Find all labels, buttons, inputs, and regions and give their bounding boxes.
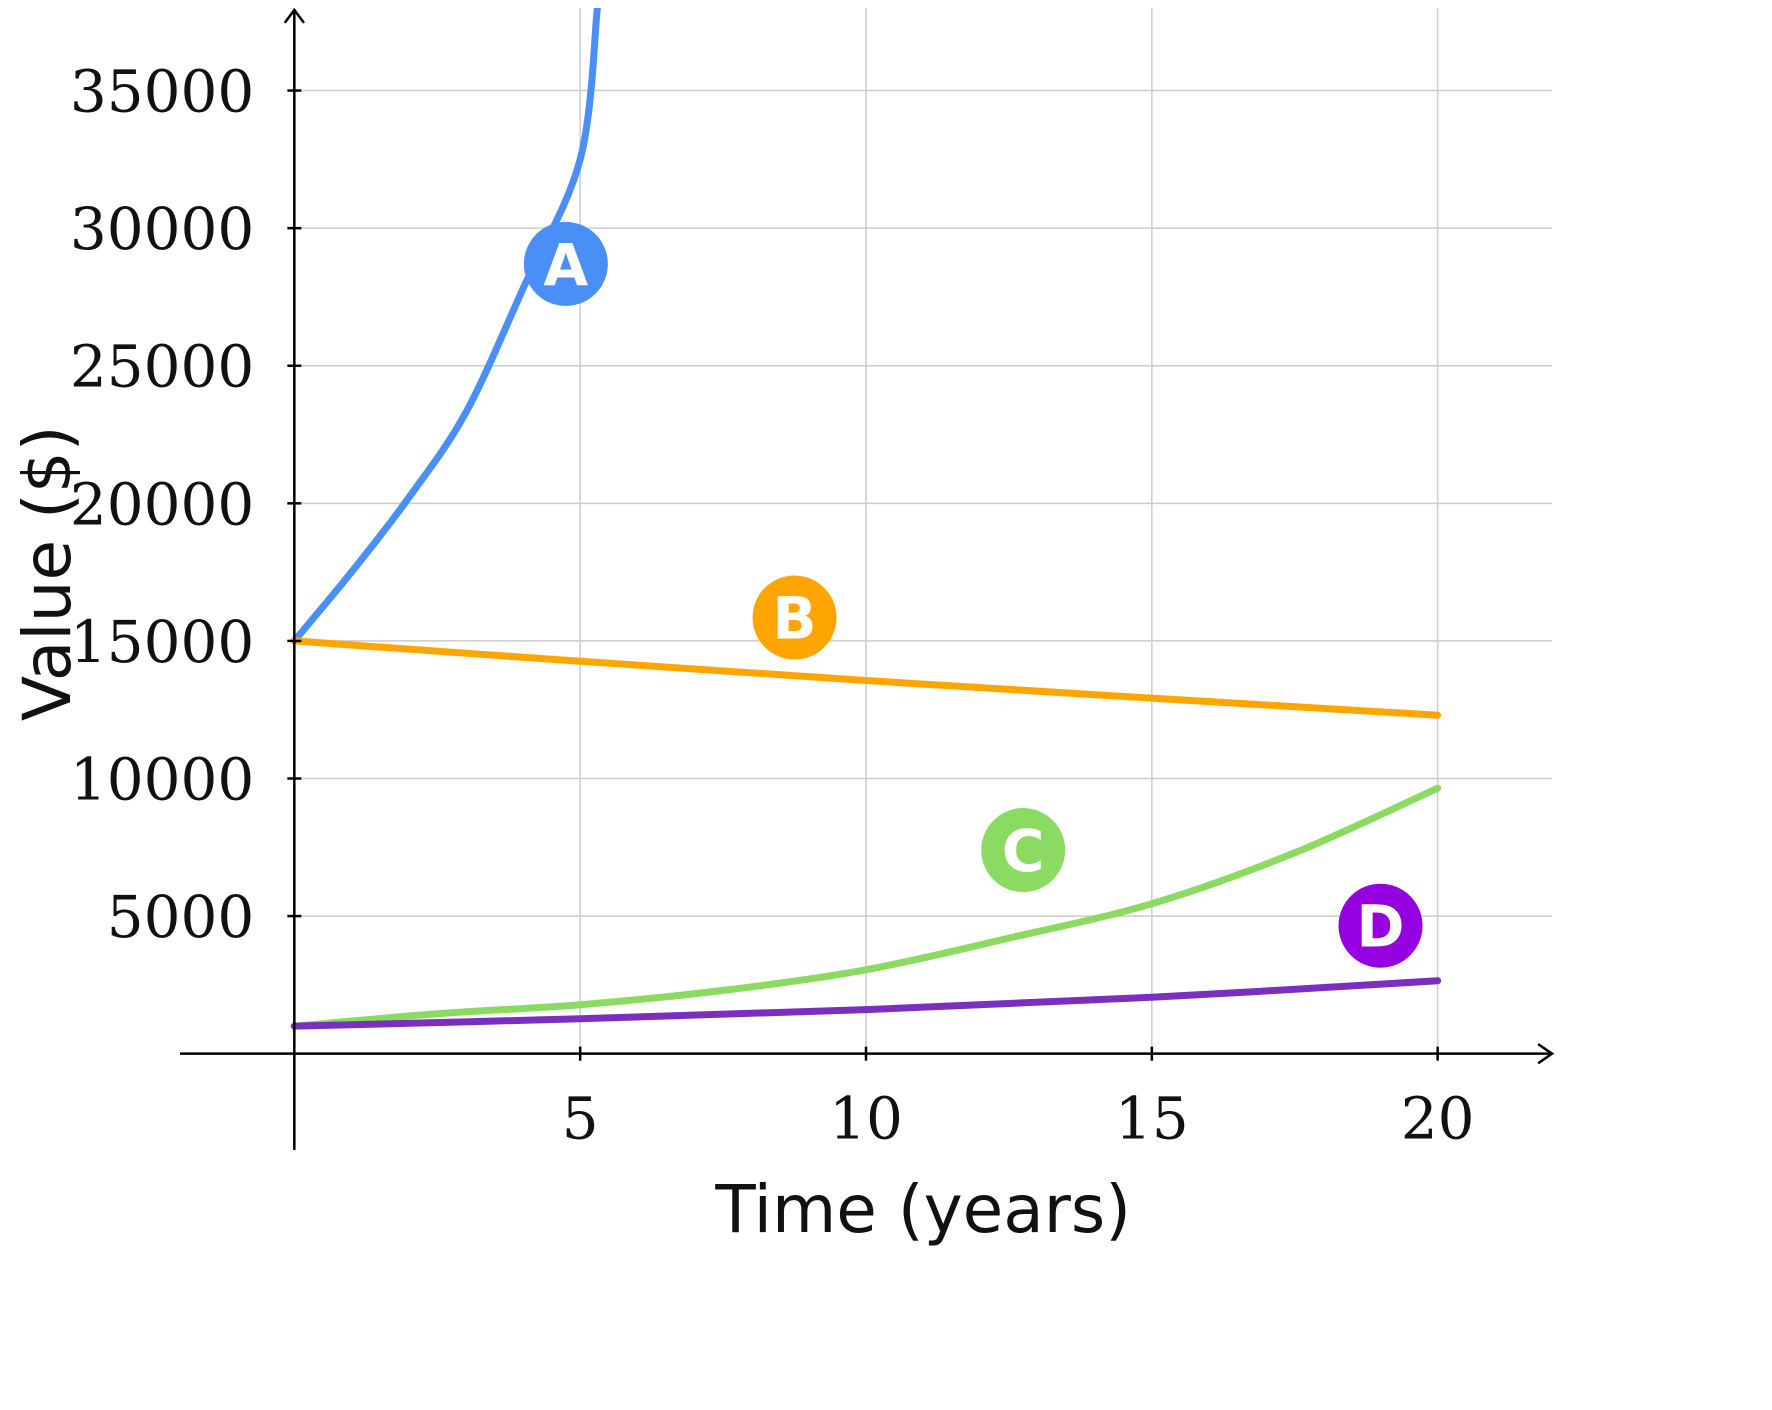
x-axis-title: Time (years) <box>714 1171 1131 1248</box>
x-tick-labels: 5 10 15 20 <box>562 1046 1475 1153</box>
badge-label-a: A <box>543 231 588 299</box>
y-tick-label-25000: 25000 <box>70 333 255 401</box>
grid <box>294 8 1552 1054</box>
series-line-c <box>290 784 1442 1030</box>
series-line-b <box>290 637 1442 719</box>
y-axis-arrow <box>284 7 305 24</box>
y-axis-title: Value ($) <box>9 425 86 721</box>
badge-a <box>523 221 608 306</box>
badge-b <box>752 575 837 660</box>
series-badges: A B C D <box>523 221 1423 968</box>
x-tick-label-20: 20 <box>1401 1085 1475 1153</box>
series-line-a <box>290 8 601 645</box>
y-tick-labels: 5000 10000 15000 20000 25000 30000 35000 <box>70 58 302 951</box>
x-tick-label-15: 15 <box>1115 1085 1189 1153</box>
y-tick-label-30000: 30000 <box>70 195 255 263</box>
series-line-d <box>290 977 1442 1030</box>
y-tick-label-15000: 15000 <box>70 608 255 676</box>
badge-label-c: C <box>1002 817 1045 885</box>
x-tick-label-5: 5 <box>562 1085 599 1153</box>
y-tick-label-10000: 10000 <box>70 746 255 814</box>
badge-d <box>1338 883 1423 968</box>
badge-c <box>981 808 1066 893</box>
series-lines <box>290 8 1442 1030</box>
y-tick-label-20000: 20000 <box>70 470 255 538</box>
badge-label-b: B <box>772 585 816 653</box>
y-tick-label-35000: 35000 <box>70 58 255 126</box>
badge-label-d: D <box>1356 893 1404 961</box>
x-tick-label-10: 10 <box>829 1085 903 1153</box>
y-tick-label-5000: 5000 <box>107 883 255 951</box>
x-axis-arrow <box>1537 1043 1555 1064</box>
